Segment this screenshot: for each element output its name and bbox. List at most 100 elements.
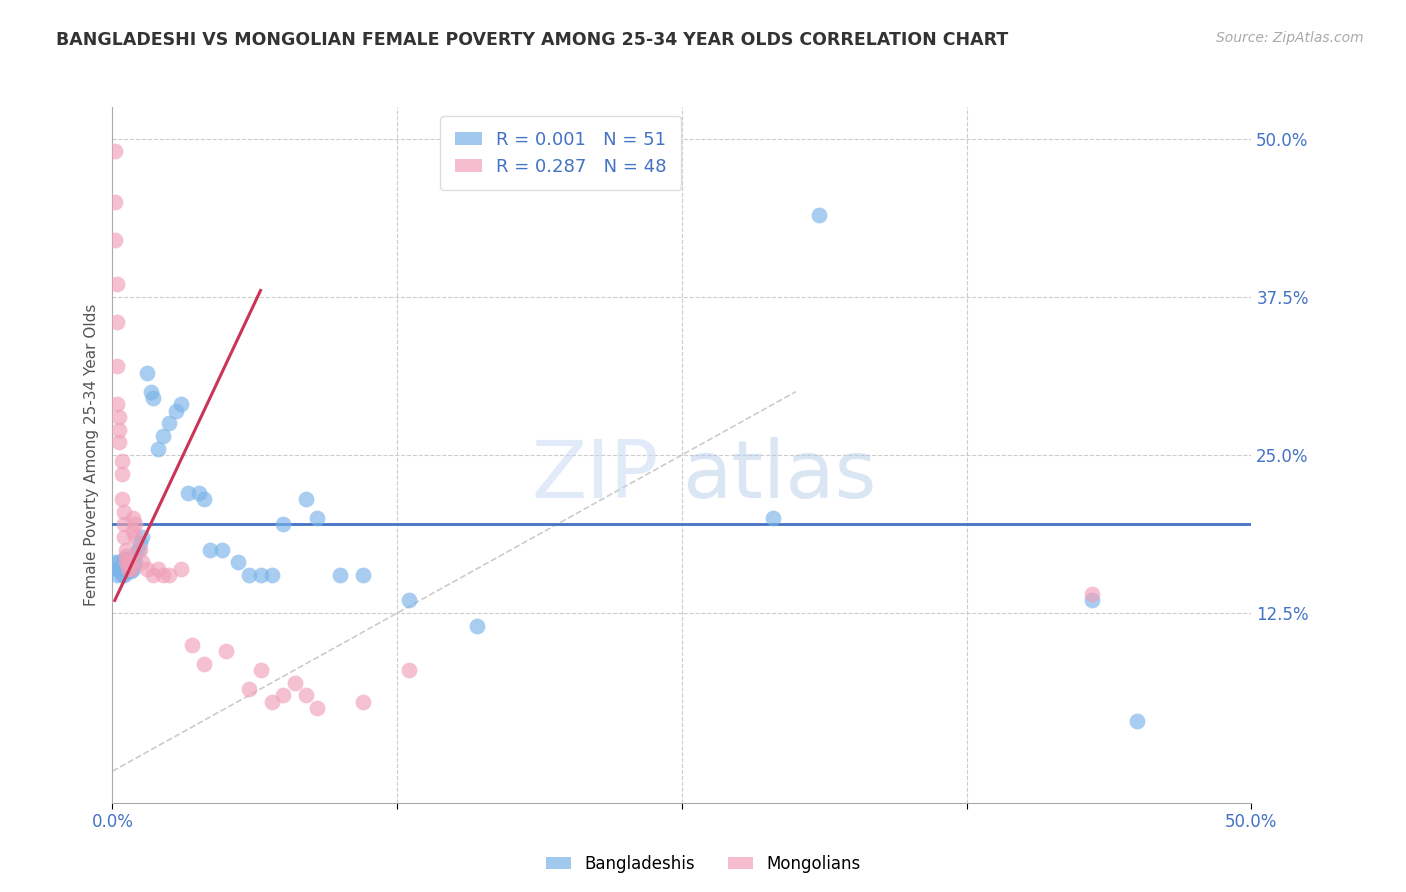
Point	[122, 562, 145, 576]
Point	[124, 547, 146, 561]
Point	[115, 549, 138, 563]
Point	[124, 556, 146, 570]
Point	[124, 530, 146, 544]
Point	[260, 568, 283, 582]
Point	[152, 429, 174, 443]
Point	[398, 593, 420, 607]
Point	[131, 556, 153, 570]
Point	[135, 562, 157, 576]
Point	[211, 542, 233, 557]
Point	[329, 568, 352, 582]
Point	[108, 423, 131, 437]
Point	[117, 562, 139, 576]
Point	[115, 551, 138, 566]
Point	[117, 556, 139, 570]
Point	[112, 530, 135, 544]
Point	[152, 568, 174, 582]
Point	[127, 542, 149, 557]
Point	[215, 644, 238, 658]
Text: ZIP: ZIP	[531, 437, 659, 515]
Point	[238, 681, 260, 696]
Point	[122, 524, 145, 538]
Point	[112, 568, 135, 582]
Point	[170, 562, 193, 576]
Point	[1081, 593, 1104, 607]
Point	[142, 568, 165, 582]
Point	[249, 663, 271, 677]
Point	[104, 233, 127, 247]
Point	[131, 530, 153, 544]
Point	[465, 618, 488, 632]
Point	[249, 568, 271, 582]
Point	[105, 315, 128, 329]
Legend: Bangladeshis, Mongolians: Bangladeshis, Mongolians	[538, 848, 868, 880]
Point	[124, 517, 146, 532]
Point	[110, 568, 132, 582]
Point	[117, 564, 139, 578]
Point	[146, 562, 169, 576]
Point	[200, 542, 222, 557]
Point	[762, 511, 785, 525]
Point	[352, 568, 374, 582]
Point	[108, 562, 131, 576]
Point	[181, 638, 204, 652]
Point	[122, 556, 145, 570]
Point	[1081, 587, 1104, 601]
Point	[120, 564, 142, 578]
Point	[141, 384, 163, 399]
Point	[105, 568, 128, 582]
Point	[159, 417, 180, 431]
Point	[295, 688, 318, 702]
Point	[142, 391, 165, 405]
Point	[807, 208, 830, 222]
Point	[188, 486, 211, 500]
Point	[115, 556, 138, 570]
Point	[307, 511, 329, 525]
Point	[115, 542, 138, 557]
Point	[120, 556, 142, 570]
Point	[122, 511, 145, 525]
Point	[226, 556, 249, 570]
Text: Source: ZipAtlas.com: Source: ZipAtlas.com	[1216, 31, 1364, 45]
Point	[398, 663, 420, 677]
Point	[115, 562, 138, 576]
Point	[110, 562, 132, 576]
Point	[112, 559, 135, 574]
Point	[104, 194, 127, 209]
Point	[105, 359, 128, 374]
Point	[105, 562, 128, 576]
Point	[104, 145, 127, 159]
Text: BANGLADESHI VS MONGOLIAN FEMALE POVERTY AMONG 25-34 YEAR OLDS CORRELATION CHART: BANGLADESHI VS MONGOLIAN FEMALE POVERTY …	[56, 31, 1008, 49]
Point	[120, 562, 142, 576]
Point	[165, 403, 187, 417]
Point	[112, 505, 135, 519]
Point	[128, 536, 150, 550]
Point	[112, 551, 135, 566]
Point	[108, 556, 131, 570]
Point	[176, 486, 198, 500]
Text: atlas: atlas	[682, 437, 876, 515]
Point	[271, 688, 295, 702]
Point	[170, 397, 193, 411]
Point	[159, 568, 180, 582]
Point	[238, 568, 260, 582]
Point	[193, 657, 215, 671]
Point	[104, 556, 127, 570]
Point	[128, 542, 150, 557]
Point	[105, 397, 128, 411]
Point	[110, 467, 132, 481]
Point	[105, 277, 128, 292]
Point	[108, 435, 131, 450]
Point	[271, 517, 295, 532]
Point	[120, 556, 142, 570]
Point	[307, 701, 329, 715]
Point	[112, 517, 135, 532]
Point	[135, 366, 157, 380]
Y-axis label: Female Poverty Among 25-34 Year Olds: Female Poverty Among 25-34 Year Olds	[83, 304, 98, 606]
Point	[284, 675, 307, 690]
Point	[1126, 714, 1149, 728]
Point	[108, 409, 131, 424]
Point	[117, 556, 139, 570]
Point	[260, 695, 283, 709]
Legend: R = 0.001   N = 51, R = 0.287   N = 48: R = 0.001 N = 51, R = 0.287 N = 48	[440, 116, 682, 190]
